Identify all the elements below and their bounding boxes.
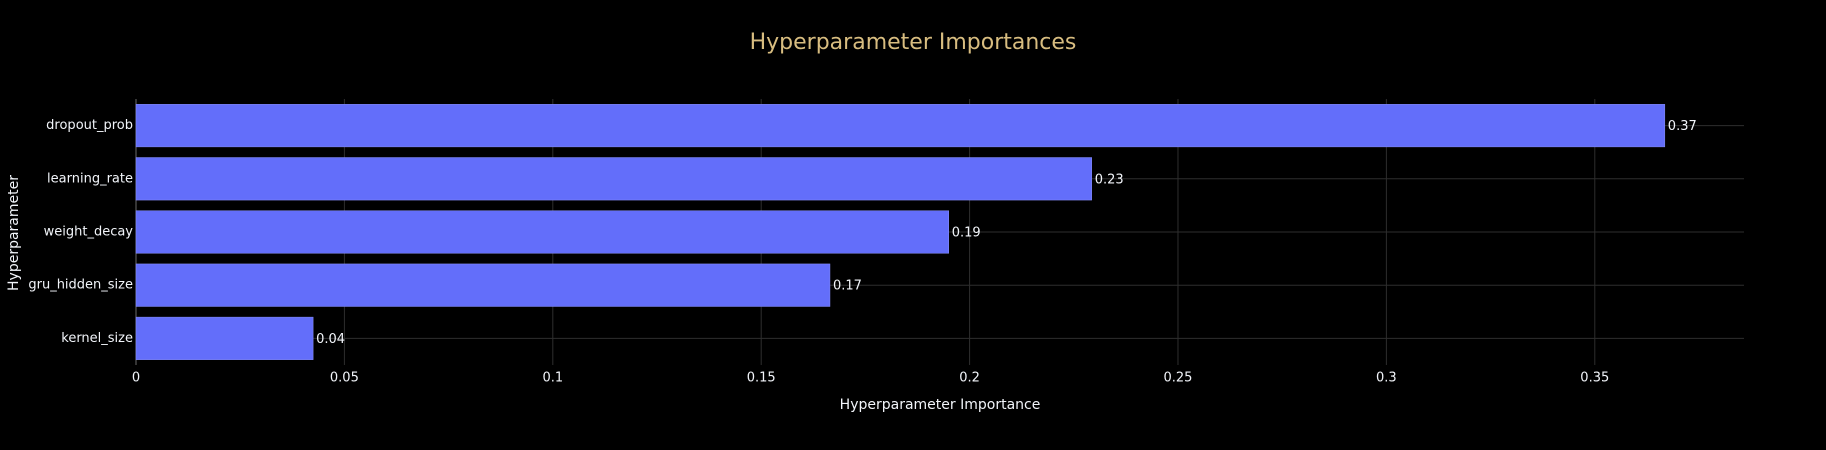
x-tick-label: 0.25 <box>1164 371 1193 386</box>
chart-title: Hyperparameter Importances <box>750 30 1077 55</box>
bar <box>135 263 831 307</box>
y-tick-label: dropout_prob <box>46 118 133 133</box>
x-tick-label: 0 <box>132 371 140 386</box>
value-label: 0.17 <box>833 279 862 294</box>
value-label: 0.37 <box>1668 119 1697 134</box>
bar <box>135 316 314 360</box>
y-tick-label: gru_hidden_size <box>28 278 133 293</box>
x-tick-label: 0.15 <box>747 371 776 386</box>
x-tick-label: 0.2 <box>959 371 980 386</box>
bar <box>135 104 1666 148</box>
x-tick-label: 0.05 <box>330 371 359 386</box>
x-tick-label: 0.3 <box>1376 371 1397 386</box>
value-label: 0.04 <box>316 332 345 347</box>
x-axis-title: Hyperparameter Importance <box>840 397 1041 413</box>
bar <box>135 157 1092 201</box>
value-label: 0.23 <box>1095 172 1124 187</box>
y-tick-label: weight_decay <box>44 225 134 240</box>
x-tick-label: 0.35 <box>1580 371 1609 386</box>
y-tick-label: kernel_size <box>61 331 133 346</box>
bar <box>135 210 950 254</box>
y-tick-label: learning_rate <box>47 171 133 186</box>
y-axis-title: Hyperparameter <box>6 175 22 291</box>
value-label: 0.19 <box>952 226 981 241</box>
x-tick-label: 0.1 <box>542 371 563 386</box>
